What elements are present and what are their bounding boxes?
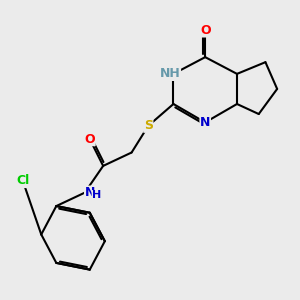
Text: O: O	[85, 133, 95, 146]
Text: Cl: Cl	[16, 175, 29, 188]
Text: N: N	[85, 186, 95, 199]
Text: H: H	[92, 190, 101, 200]
Text: N: N	[200, 116, 210, 129]
Text: NH: NH	[160, 68, 181, 80]
Text: O: O	[200, 24, 211, 37]
Text: S: S	[144, 119, 153, 132]
